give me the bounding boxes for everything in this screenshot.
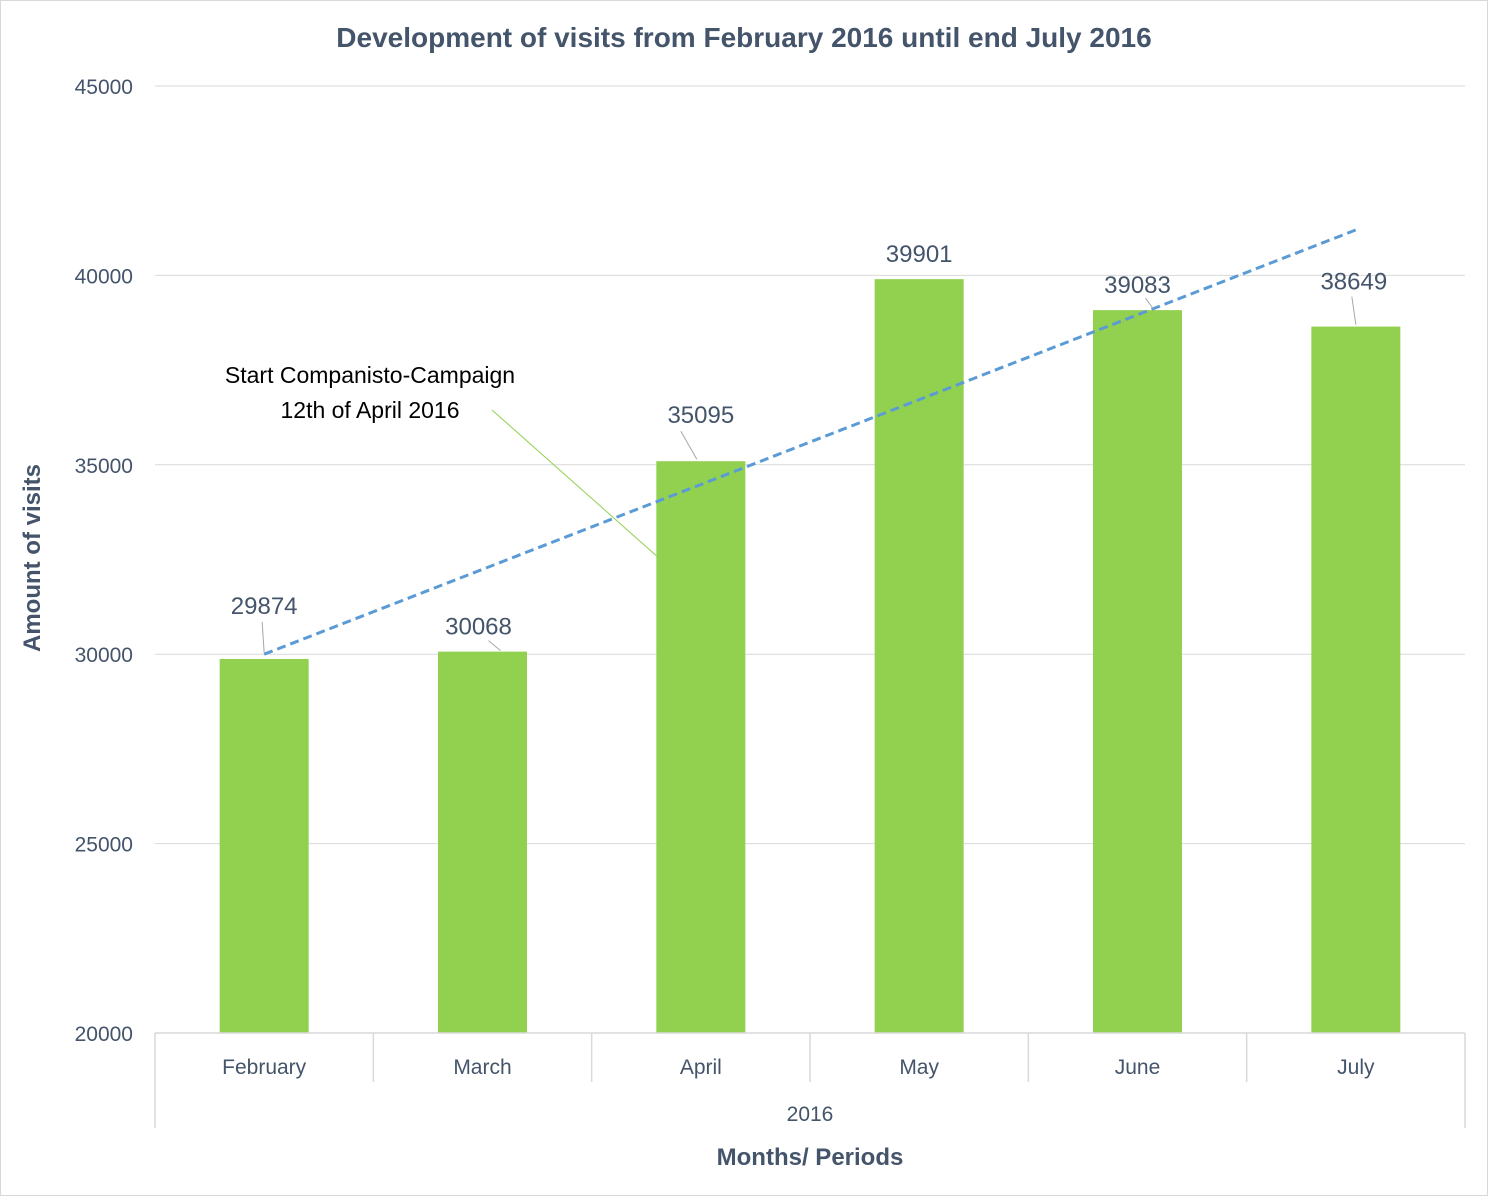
x-axis: February March April May June July [154, 1032, 1466, 1128]
bar [1311, 326, 1401, 1033]
y-tick-label: 25000 [75, 834, 133, 857]
data-label: 30068 [445, 614, 512, 641]
chart-title: Development of visits from February 2016… [336, 22, 1151, 53]
y-tick-label: 45000 [75, 76, 133, 99]
y-axis-title: Amount of visits [19, 464, 46, 652]
trendline [263, 228, 1357, 656]
y-axis-ticks: 20000 25000 30000 35000 40000 45000 [75, 76, 133, 1046]
bar [1093, 310, 1182, 1033]
trendline-group [263, 228, 1357, 656]
y-tick-label: 35000 [75, 455, 133, 478]
data-label-leader [680, 430, 698, 460]
data-label-leader [1351, 296, 1357, 325]
data-label-leaders [261, 296, 1357, 654]
bar [438, 651, 527, 1033]
data-label: 38649 [1320, 269, 1387, 296]
x-tick-label: February [222, 1056, 307, 1079]
data-label-leader [1145, 297, 1154, 310]
y-tick-label: 20000 [75, 1023, 133, 1046]
data-label: 29874 [231, 593, 298, 620]
data-label-leader [261, 621, 265, 654]
y-tick-label: 30000 [75, 644, 133, 667]
x-tick-label: July [1337, 1056, 1375, 1079]
data-label: 39901 [886, 241, 953, 268]
x-tick-label: April [680, 1056, 722, 1079]
bar [874, 279, 964, 1033]
x-axis-title: Months/ Periods [717, 1144, 904, 1171]
annotation-line-1: Start Companisto-Campaign [225, 362, 515, 388]
annotation: Start Companisto-Campaign 12th of April … [225, 362, 657, 557]
gridlines [155, 85, 1465, 845]
group-label: 2016 [787, 1103, 834, 1126]
annotation-leader [491, 409, 657, 557]
x-tick-label: June [1115, 1056, 1161, 1079]
x-tick-label: March [453, 1056, 511, 1079]
x-tick-label: May [899, 1056, 939, 1079]
y-tick-label: 40000 [75, 265, 133, 288]
data-labels: 29874 30068 35095 39901 39083 38649 [231, 241, 1387, 640]
data-label-leader [488, 640, 501, 652]
bar [219, 658, 309, 1033]
bars [219, 279, 1401, 1033]
bar [656, 461, 746, 1033]
data-label: 35095 [667, 402, 734, 429]
annotation-line-2: 12th of April 2016 [280, 397, 459, 423]
data-label: 39083 [1104, 272, 1171, 299]
